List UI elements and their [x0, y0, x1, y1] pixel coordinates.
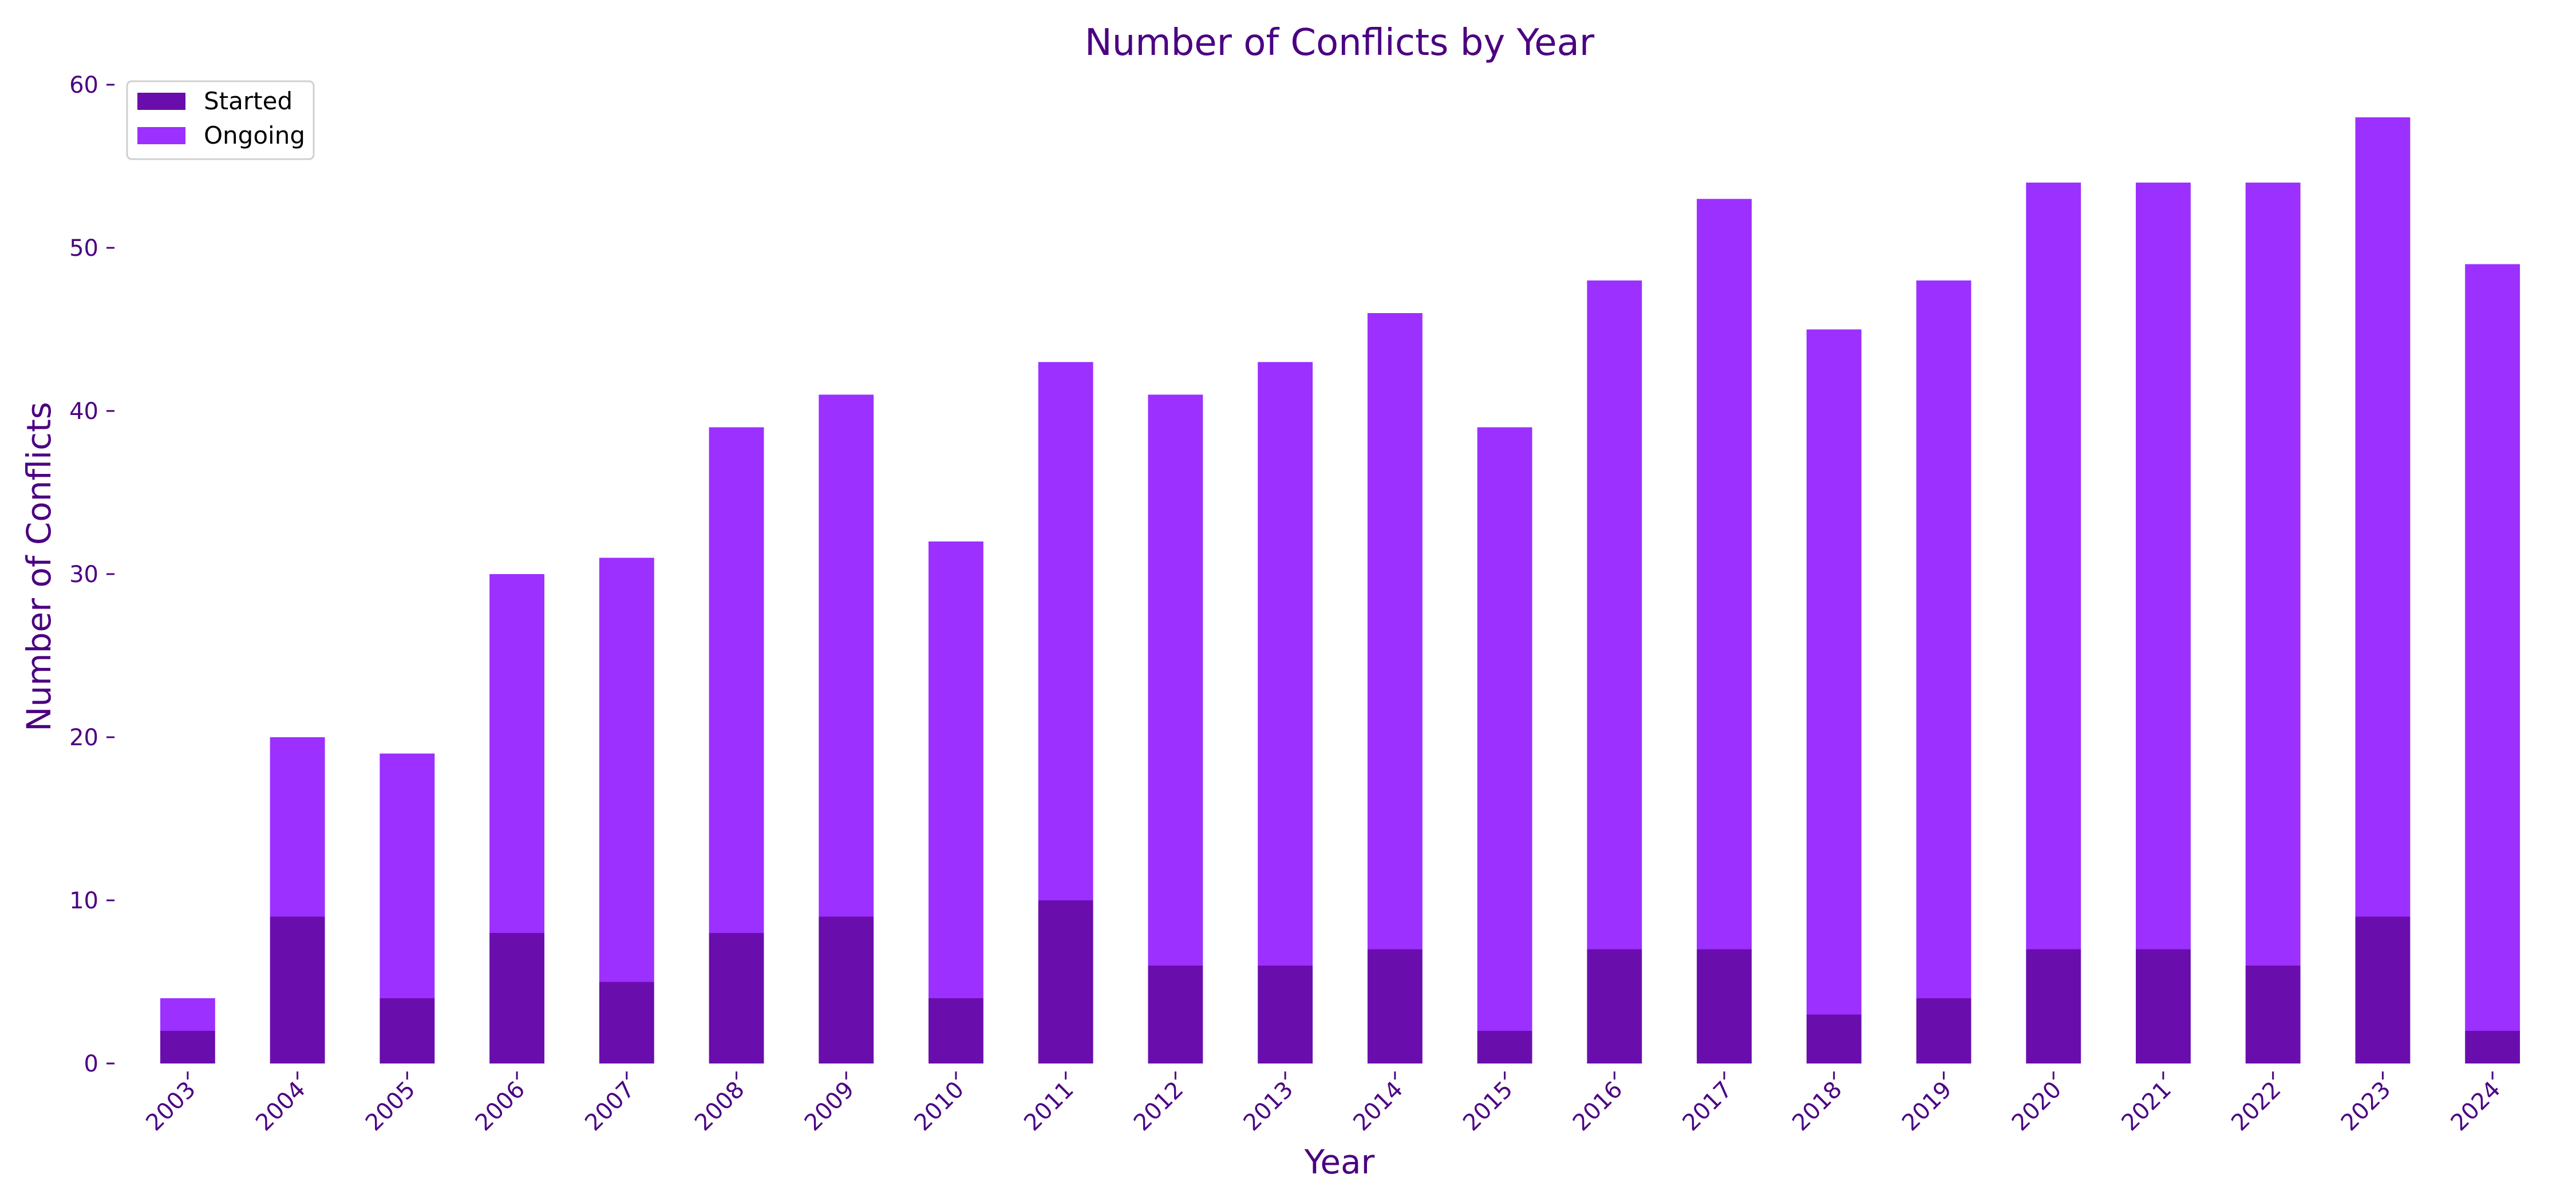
- x-tick-label-2024: 2024: [2446, 1077, 2506, 1137]
- bar-ongoing-2013: [1258, 362, 1313, 966]
- bar-started-2011: [1038, 900, 1093, 1063]
- bar-ongoing-2011: [1038, 362, 1093, 900]
- x-tick-label-2014: 2014: [1348, 1077, 1408, 1137]
- x-axis-label: Year: [1304, 1142, 1375, 1181]
- y-tick-label-50: 50: [69, 235, 98, 262]
- legend-label-ongoing: Ongoing: [204, 121, 305, 149]
- bar-started-2017: [1697, 949, 1752, 1063]
- bar-started-2020: [2026, 949, 2081, 1063]
- x-tick-label-2016: 2016: [1568, 1077, 1628, 1137]
- y-tick-label-10: 10: [69, 888, 98, 914]
- bar-started-2013: [1258, 966, 1313, 1063]
- bar-started-2010: [929, 998, 983, 1063]
- y-tick-label-30: 30: [69, 562, 98, 588]
- bar-ongoing-2009: [819, 394, 874, 917]
- x-tick-label-2007: 2007: [580, 1077, 640, 1137]
- bar-ongoing-2024: [2465, 264, 2520, 1031]
- x-tick-label-2023: 2023: [2336, 1077, 2396, 1137]
- bar-started-2018: [1806, 1014, 1862, 1063]
- x-tick-label-2017: 2017: [1678, 1077, 1738, 1137]
- chart-title: Number of Conflicts by Year: [1085, 22, 1595, 64]
- y-axis-label: Number of Conflicts: [19, 402, 58, 732]
- bar-started-2012: [1148, 966, 1203, 1063]
- bar-started-2019: [1916, 998, 1971, 1063]
- bar-started-2005: [380, 998, 435, 1063]
- bar-started-2015: [1477, 1031, 1532, 1063]
- bar-started-2014: [1367, 949, 1423, 1063]
- bar-ongoing-2005: [380, 753, 435, 998]
- bar-ongoing-2015: [1477, 427, 1532, 1031]
- bar-ongoing-2017: [1697, 199, 1752, 950]
- bar-started-2008: [709, 933, 764, 1063]
- bar-started-2021: [2136, 949, 2191, 1063]
- bar-ongoing-2016: [1587, 280, 1642, 950]
- x-tick-label-2005: 2005: [361, 1077, 421, 1137]
- y-tick-label-60: 60: [69, 72, 98, 98]
- bar-ongoing-2004: [270, 737, 325, 917]
- y-tick-label-0: 0: [84, 1051, 98, 1077]
- bar-ongoing-2010: [929, 541, 983, 998]
- x-tick-label-2008: 2008: [690, 1077, 750, 1137]
- legend: Started Ongoing: [126, 80, 315, 160]
- x-tick-label-2010: 2010: [910, 1077, 970, 1137]
- x-tick-label-2018: 2018: [1787, 1077, 1847, 1137]
- x-tick-label-2020: 2020: [2007, 1077, 2067, 1137]
- x-tick-label-2006: 2006: [471, 1077, 531, 1137]
- bar-started-2009: [819, 916, 874, 1063]
- bar-started-2003: [160, 1031, 215, 1063]
- bar-ongoing-2006: [489, 574, 544, 933]
- bar-ongoing-2018: [1806, 329, 1862, 1015]
- y-tick-label-20: 20: [69, 725, 98, 751]
- legend-swatch-started: [137, 93, 185, 110]
- bar-ongoing-2021: [2136, 183, 2191, 950]
- bar-started-2024: [2465, 1031, 2520, 1063]
- bar-ongoing-2003: [160, 998, 215, 1031]
- bar-ongoing-2020: [2026, 183, 2081, 950]
- bar-started-2006: [489, 933, 544, 1063]
- bar-ongoing-2014: [1367, 313, 1423, 950]
- bar-ongoing-2007: [599, 557, 654, 982]
- bar-ongoing-2023: [2355, 117, 2411, 917]
- x-tick-label-2019: 2019: [1897, 1077, 1957, 1137]
- bar-started-2022: [2245, 966, 2301, 1063]
- bar-ongoing-2012: [1148, 394, 1203, 966]
- bar-ongoing-2008: [709, 427, 764, 933]
- x-ticks-group: 2003 2004 2005 2006 2007 2008 2009 2010 2011 2012…: [141, 1071, 2506, 1136]
- x-tick-label-2003: 2003: [141, 1077, 201, 1137]
- y-tick-label-40: 40: [69, 398, 98, 425]
- bar-started-2016: [1587, 949, 1642, 1063]
- bar-ongoing-2022: [2245, 183, 2301, 966]
- x-tick-label-2004: 2004: [251, 1077, 311, 1137]
- bar-ongoing-2019: [1916, 280, 1971, 998]
- x-tick-label-2012: 2012: [1129, 1077, 1189, 1137]
- bar-started-2004: [270, 916, 325, 1063]
- bars-group: [160, 117, 2520, 1063]
- legend-label-started: Started: [204, 87, 293, 115]
- x-tick-label-2021: 2021: [2117, 1077, 2177, 1137]
- x-tick-label-2022: 2022: [2226, 1077, 2286, 1137]
- x-tick-label-2011: 2011: [1019, 1077, 1079, 1137]
- x-tick-label-2009: 2009: [800, 1077, 860, 1137]
- x-tick-label-2013: 2013: [1239, 1077, 1299, 1137]
- bar-started-2023: [2355, 916, 2411, 1063]
- x-tick-label-2015: 2015: [1458, 1077, 1518, 1137]
- bar-started-2007: [599, 982, 654, 1063]
- legend-swatch-ongoing: [137, 127, 185, 144]
- y-ticks-group: 0 10 20 30 40 50 60: [69, 72, 114, 1077]
